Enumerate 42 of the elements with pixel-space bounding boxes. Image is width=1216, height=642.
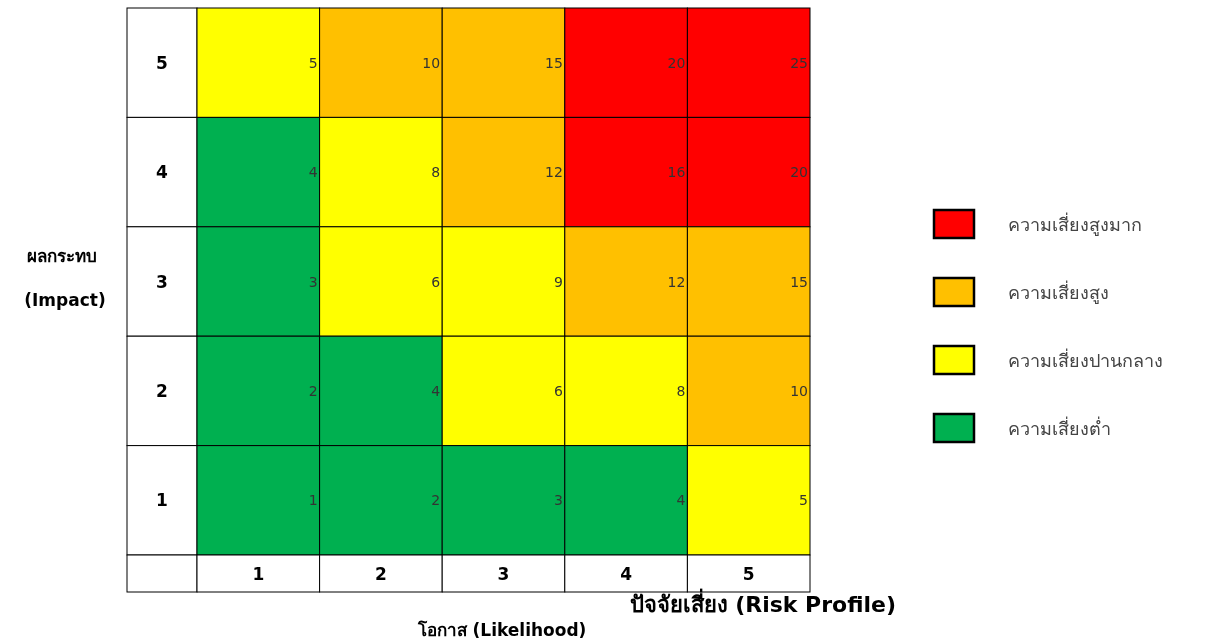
y-tick-label: 3 [156, 271, 168, 292]
category-label: ความเสี่ยงสูงมาก [1008, 212, 1142, 236]
x-tick-label: 2 [374, 564, 387, 584]
category-label: ความเสี่ยงสูง [1008, 280, 1109, 304]
data-label: 2 [431, 492, 441, 509]
data-label: 16 [667, 164, 686, 181]
category-label: ความเสี่ยงต่ำ [1008, 416, 1111, 439]
data-label: 20 [667, 54, 686, 71]
x-tick-label: 5 [742, 564, 755, 584]
data-label: 25 [790, 54, 808, 71]
data-label: 10 [790, 382, 808, 399]
data-label: 4 [431, 382, 441, 399]
data-label: 4 [308, 164, 318, 181]
data-label: 12 [544, 164, 563, 181]
data-label: 4 [676, 492, 686, 509]
data-label: 15 [790, 273, 808, 290]
data-label: 9 [553, 273, 563, 290]
x-tick-label: 3 [497, 564, 510, 584]
data-label: 15 [544, 54, 563, 71]
data-label: 2 [308, 382, 318, 399]
x-tick-label: 1 [252, 564, 265, 584]
y-tick-label: 2 [156, 380, 168, 401]
data-label: 8 [431, 164, 441, 181]
data-label: 8 [676, 382, 686, 399]
text: ผลกระทบ (Impact) [24, 246, 106, 310]
data-label: 12 [667, 273, 686, 290]
data-label: 3 [553, 492, 563, 509]
x-tick-label: 4 [620, 564, 633, 584]
data-label: 1 [308, 492, 318, 509]
data-label: 10 [422, 54, 441, 71]
text: ปัจจัยเสี่ยง (Risk Profile) [629, 588, 896, 617]
y-tick-label: 1 [156, 490, 168, 511]
category-label: ความเสี่ยงปานกลาง [1008, 348, 1163, 371]
y-tick-label: 4 [156, 162, 169, 183]
data-label: 20 [790, 164, 808, 181]
data-label: 5 [308, 54, 318, 71]
x-axis-title: โอกาส (Likelihood) [416, 620, 587, 640]
data-label: 6 [431, 273, 441, 290]
data-label: 3 [308, 273, 318, 290]
data-label: 5 [799, 492, 808, 509]
y-tick-label: 5 [156, 52, 168, 73]
data-label: 6 [553, 382, 563, 399]
